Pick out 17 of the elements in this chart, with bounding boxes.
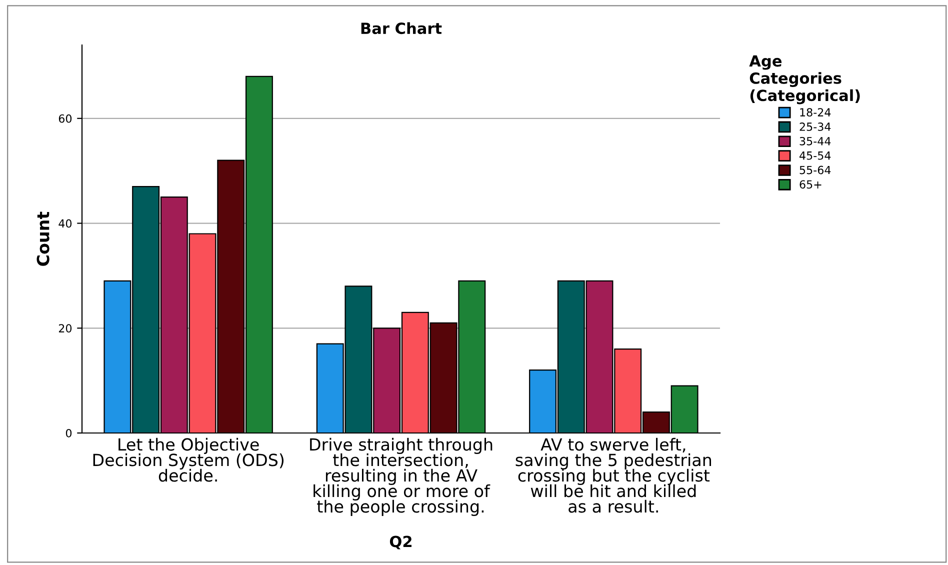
legend-title: Age Categories (Categorical) [749, 55, 860, 104]
x-tick-label: AV to swerve left, saving the 5 pedestrian crossing but the cyclist will be hit and killed as a result. [516, 438, 712, 513]
legend-label: 55-64 [800, 166, 831, 174]
x-tick-label: Let the Objective Decision System (ODS) decide. [93, 438, 284, 482]
x-tick-label: Drive straight through the intersection, resulting in the AV killing one or more of the people crossing. [310, 438, 492, 516]
y-tick-label: 0 [66, 428, 72, 438]
legend-label: 65+ [800, 180, 822, 189]
x-axis-title: Q2 [390, 536, 412, 550]
legend-label: 45-54 [800, 152, 831, 160]
y-axis-title: Count [36, 212, 50, 266]
legend-label: 35-44 [800, 136, 831, 146]
y-tick-label: 20 [58, 324, 72, 333]
legend-label: 25-34 [800, 122, 831, 131]
chart-title: Bar Chart [361, 22, 442, 34]
y-tick-label: 60 [58, 114, 72, 123]
y-tick-label: 40 [58, 219, 72, 228]
legend-label: 18-24 [800, 108, 831, 117]
